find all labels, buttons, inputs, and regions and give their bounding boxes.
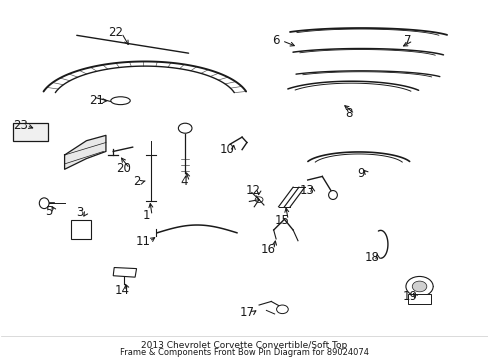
Ellipse shape (111, 97, 130, 105)
Text: 14: 14 (114, 284, 129, 297)
Polygon shape (64, 135, 106, 169)
Text: 4: 4 (180, 175, 187, 188)
Text: 20: 20 (116, 162, 131, 175)
FancyBboxPatch shape (407, 294, 430, 303)
Ellipse shape (328, 190, 337, 199)
Text: 22: 22 (108, 26, 123, 39)
Text: 9: 9 (357, 167, 364, 180)
Text: 21: 21 (88, 94, 103, 107)
Text: 3: 3 (76, 206, 83, 219)
Text: 17: 17 (239, 306, 254, 319)
Text: 12: 12 (245, 184, 260, 197)
Text: 1: 1 (142, 209, 150, 222)
Text: 7: 7 (403, 34, 410, 47)
Text: 19: 19 (402, 289, 416, 303)
Text: 2: 2 (133, 175, 140, 188)
Text: Frame & Components Front Bow Pin Diagram for 89024074: Frame & Components Front Bow Pin Diagram… (120, 348, 368, 357)
FancyBboxPatch shape (71, 220, 91, 239)
Text: 10: 10 (220, 143, 234, 156)
Circle shape (405, 276, 432, 296)
Text: 23: 23 (13, 119, 28, 132)
Text: 5: 5 (45, 205, 53, 218)
Circle shape (178, 123, 192, 133)
Circle shape (255, 197, 263, 203)
Circle shape (411, 281, 426, 292)
Text: 8: 8 (345, 107, 352, 120)
Text: 13: 13 (299, 184, 313, 197)
Text: 2013 Chevrolet Corvette Convertible/Soft Top: 2013 Chevrolet Corvette Convertible/Soft… (141, 341, 347, 350)
Ellipse shape (39, 198, 49, 208)
Text: 16: 16 (260, 243, 275, 256)
Text: 6: 6 (272, 34, 279, 47)
Text: 11: 11 (136, 235, 151, 248)
Polygon shape (113, 267, 136, 277)
Text: 15: 15 (274, 213, 289, 226)
FancyBboxPatch shape (13, 123, 47, 141)
Circle shape (276, 305, 287, 314)
Text: 18: 18 (364, 251, 379, 264)
